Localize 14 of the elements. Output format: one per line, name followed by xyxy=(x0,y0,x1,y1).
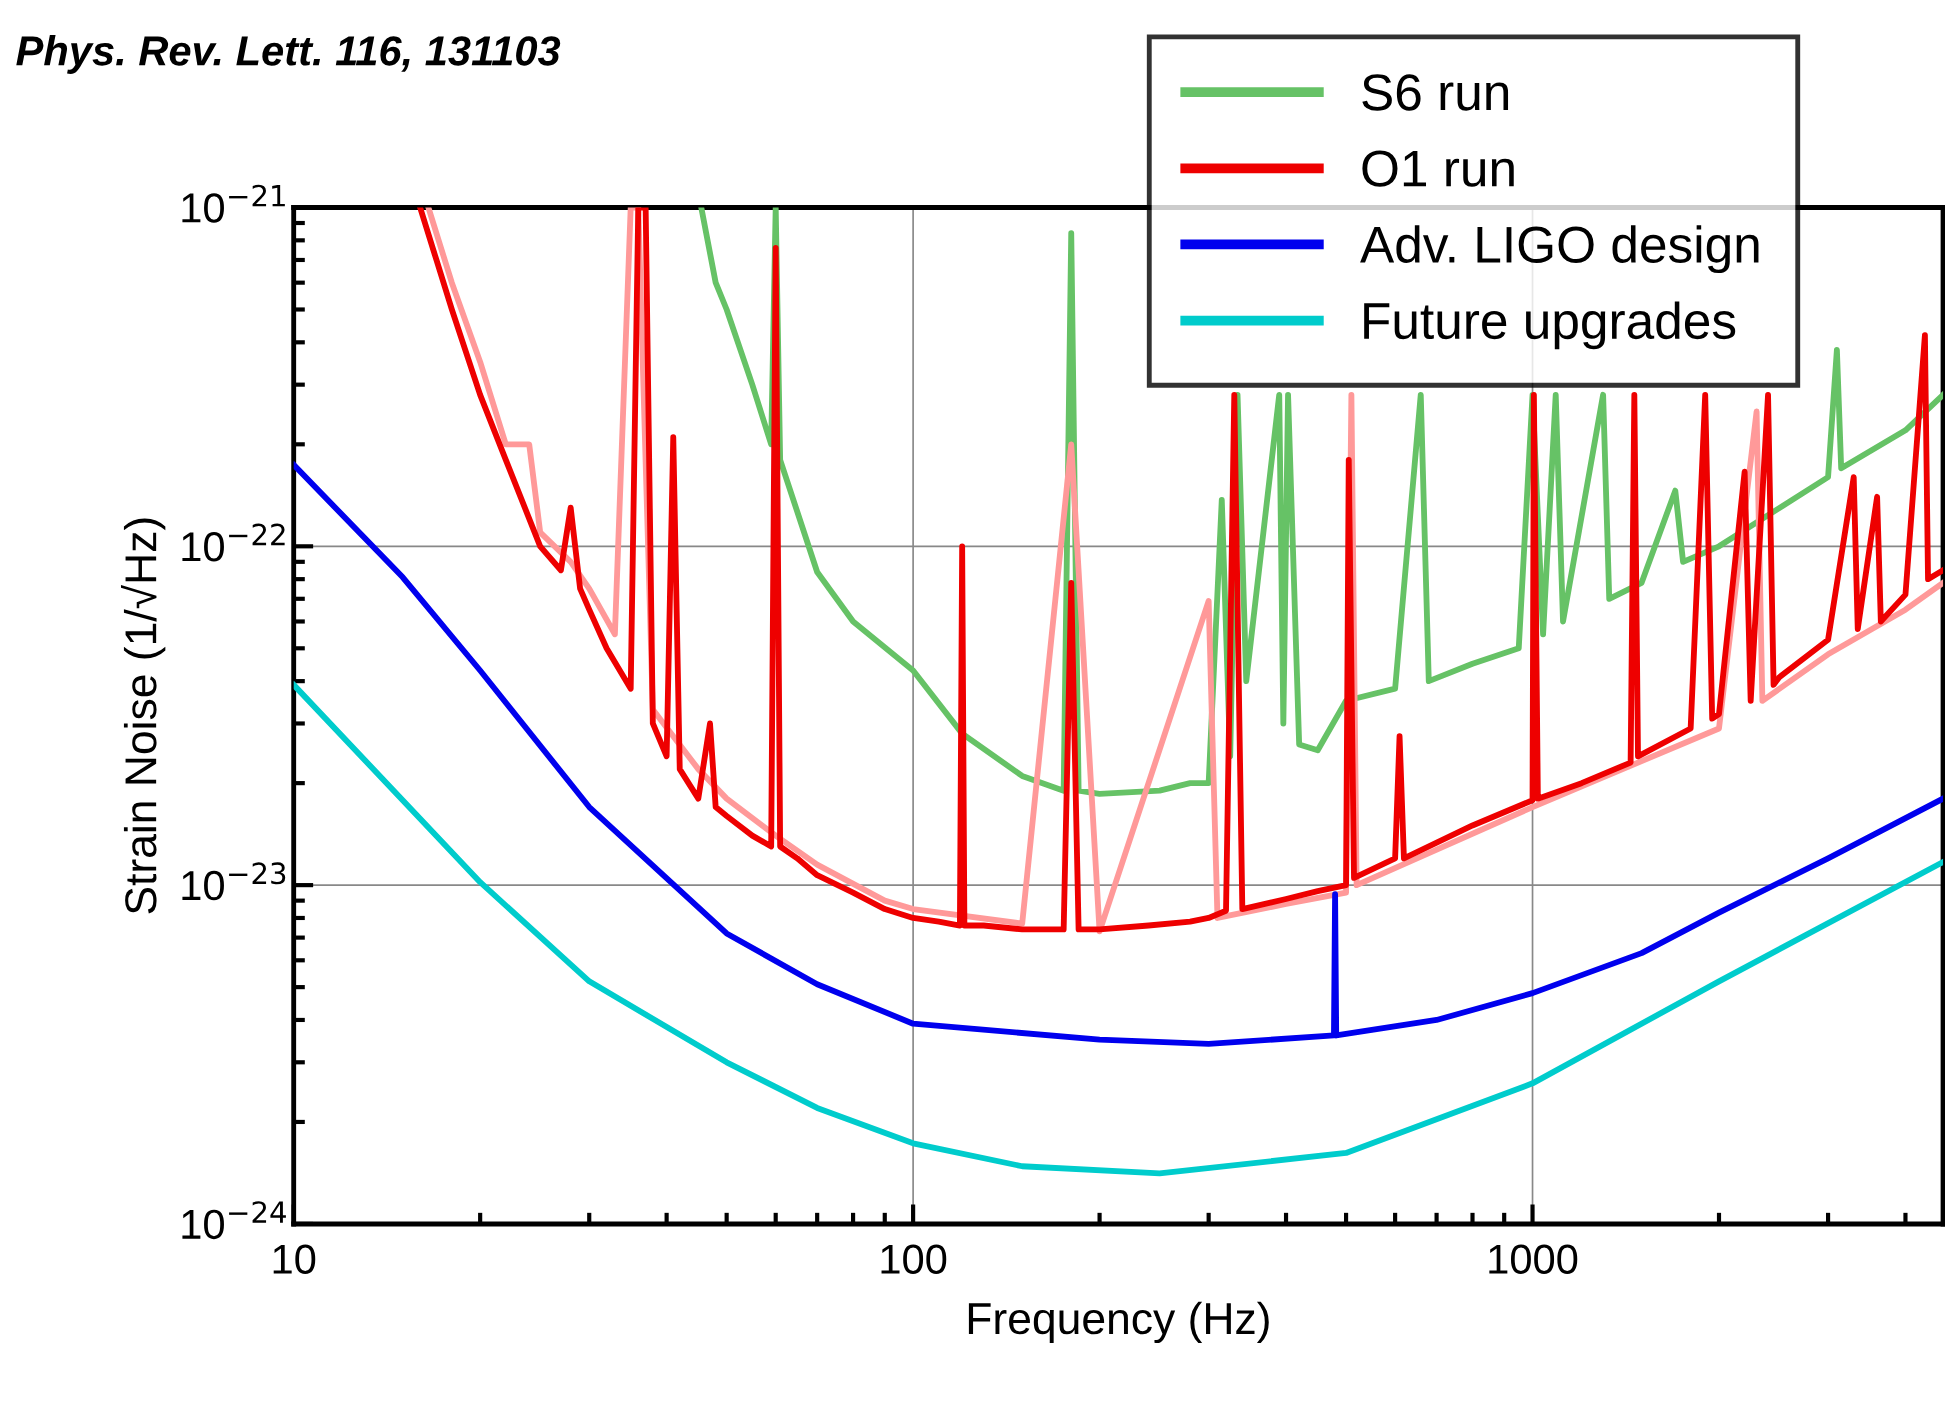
x-axis-title: Frequency (Hz) xyxy=(968,1301,1269,1344)
legend-label: S6 run xyxy=(1362,74,1509,111)
x-tick-label: 10 xyxy=(273,1244,316,1274)
y-tick-label: 10$^{−24}$ xyxy=(182,1201,286,1240)
legend-label: O1 run xyxy=(1362,150,1514,187)
y-tick-label: 10$^{−23}$ xyxy=(182,862,286,901)
legend-label: Adv. LIGO design xyxy=(1360,225,1759,274)
y-tick-label: 10$^{−22}$ xyxy=(182,523,285,562)
x-tick-label: 100 xyxy=(881,1244,947,1274)
text: Phys. Rev. Lett. 116, 131103 xyxy=(16,35,561,74)
y-tick-label: 10$^{−21}$ xyxy=(182,184,285,223)
legend-label: Future upgrades xyxy=(1364,301,1736,350)
x-tick-label: 1000 xyxy=(1489,1244,1578,1274)
y-axis-title: Strain Noise (1/√Hz) xyxy=(120,518,166,914)
